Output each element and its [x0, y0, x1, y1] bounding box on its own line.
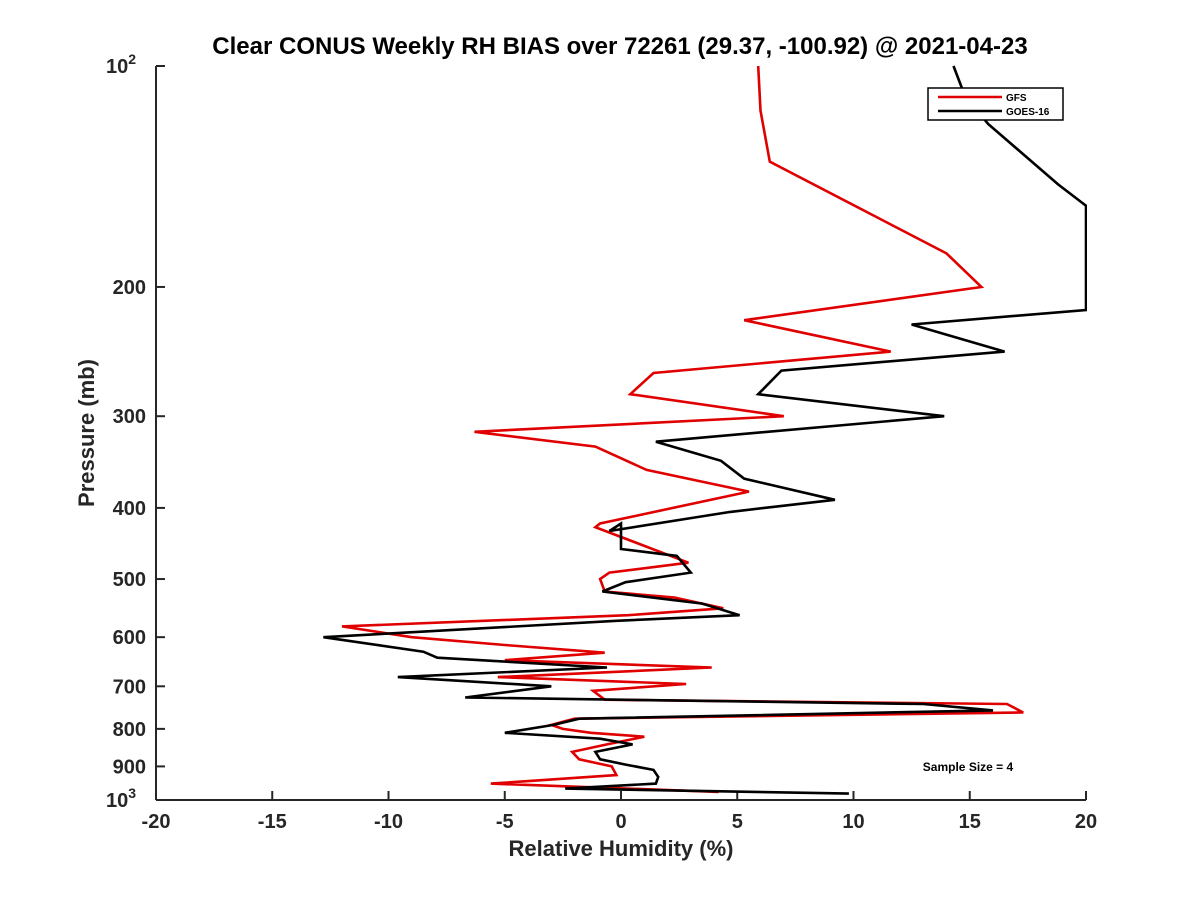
y-tick-label: 600 — [113, 627, 146, 649]
x-tick-label: 10 — [842, 811, 864, 833]
y-tick-label: 103 — [106, 785, 136, 812]
x-tick-label: 15 — [959, 811, 981, 833]
series-lines — [323, 65, 1087, 795]
y-axis-ticks: 102 200 300 400 500 600 700 800 900 103 — [106, 51, 165, 812]
y-tick-label: 800 — [113, 719, 146, 741]
x-tick-label: 0 — [615, 811, 626, 833]
y-tick-label: 200 — [113, 277, 146, 299]
y-tick-label: 300 — [113, 406, 146, 428]
x-axis-label: Relative Humidity (%) — [509, 836, 734, 861]
x-tick-label: -15 — [258, 811, 287, 833]
legend-box — [927, 87, 1064, 121]
y-tick-label: 700 — [113, 676, 146, 698]
y-tick-label: 102 — [106, 51, 136, 78]
x-tick-label: 20 — [1075, 811, 1097, 833]
series-line-gfs — [341, 65, 1024, 794]
x-tick-label: 5 — [732, 811, 743, 833]
y-tick-label: 500 — [113, 569, 146, 591]
x-tick-label: -10 — [374, 811, 403, 833]
legend-label-gfs: GFS — [1006, 93, 1027, 104]
legend-label-goes16: GOES-16 — [1006, 107, 1050, 118]
sample-size-annotation: Sample Size = 4 — [923, 760, 1014, 774]
legend: GFS GOES-16 — [927, 87, 1064, 121]
chart-title: Clear CONUS Weekly RH BIAS over 72261 (2… — [212, 33, 1027, 60]
y-axis-label: Pressure (mb) — [74, 359, 99, 507]
x-tick-label: -20 — [142, 811, 171, 833]
series-line-goes16 — [323, 65, 1087, 795]
x-axis-ticks: -20 -15 -10 -5 0 5 10 15 20 — [142, 791, 1097, 833]
x-tick-label: -5 — [496, 811, 514, 833]
y-tick-label: 900 — [113, 756, 146, 778]
y-tick-label: 400 — [113, 498, 146, 520]
